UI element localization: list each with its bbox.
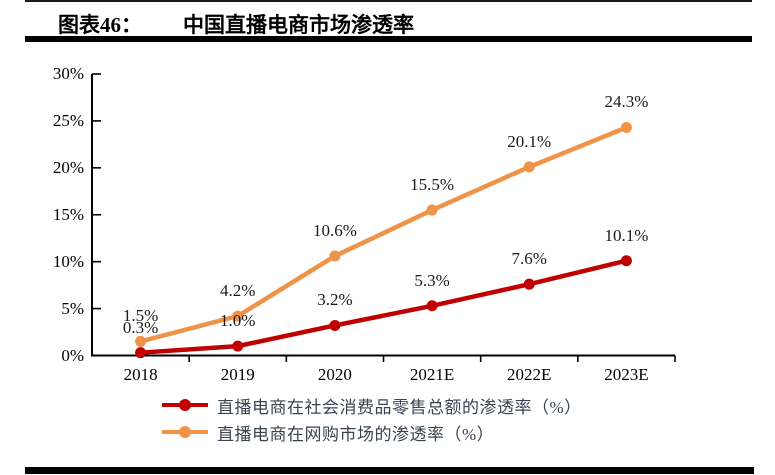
data-point: [620, 255, 632, 267]
figure-number-label: 图表46：: [58, 13, 142, 37]
data-point: [523, 278, 535, 290]
data-point: [426, 300, 438, 312]
legend-label: 直播电商在网购市场的渗透率（%）: [217, 424, 495, 444]
data-point: [523, 161, 535, 173]
figure-title: 中国直播电商市场渗透率: [183, 13, 414, 37]
x-tick-label: 2018: [123, 364, 158, 384]
data-point-label: 3.2%: [317, 290, 353, 310]
x-tick-label: 2023E: [604, 364, 649, 384]
legend-item-retail-penetration: 直播电商在社会消费品零售总额的渗透率（%）: [162, 394, 582, 417]
data-point-label: 10.1%: [604, 225, 649, 245]
series-line-0: [138, 258, 629, 355]
x-tick-label: 2021E: [409, 364, 455, 384]
y-tick-label: 0%: [61, 345, 84, 365]
data-point-label: 1.5%: [122, 306, 159, 326]
data-point: [232, 340, 244, 352]
data-point-label: 20.1%: [507, 131, 552, 151]
data-point: [329, 319, 341, 331]
data-point: [426, 204, 438, 216]
y-tick-label: 15%: [52, 204, 84, 224]
legend-dot-icon: [179, 426, 191, 438]
legend-item-online-penetration: 直播电商在网购市场的渗透率（%）: [162, 421, 582, 444]
data-point: [620, 121, 632, 133]
legend-line-marker-red: [162, 399, 208, 411]
legend-label: 直播电商在社会消费品零售总额的渗透率（%）: [217, 397, 582, 417]
data-point: [135, 347, 147, 359]
top-divider: [25, 0, 752, 2]
bottom-divider: [25, 467, 754, 474]
chart-legend: 直播电商在社会消费品零售总额的渗透率（%） 直播电商在网购市场的渗透率（%）: [162, 394, 582, 448]
data-point: [232, 310, 244, 322]
data-point-label: 4.2%: [220, 281, 256, 301]
data-point-label: 0.3%: [122, 317, 159, 337]
y-tick-label: 20%: [52, 157, 84, 177]
data-point: [135, 335, 147, 347]
header-divider: [25, 36, 752, 42]
data-point-label: 1.0%: [220, 311, 256, 331]
x-tick-label: 2020: [317, 364, 352, 384]
data-point-label: 24.3%: [604, 92, 649, 112]
data-point-label: 15.5%: [410, 175, 455, 195]
data-point-label: 7.6%: [511, 249, 547, 269]
y-tick-label: 25%: [52, 110, 84, 130]
legend-line-marker-orange: [162, 426, 208, 438]
x-tick-label: 2019: [220, 364, 255, 384]
data-point-label: 10.6%: [312, 221, 357, 241]
series-line-1: [138, 125, 629, 344]
legend-dot-icon: [179, 399, 191, 411]
x-tick-label: 2022E: [507, 364, 552, 384]
y-tick-label: 5%: [61, 298, 84, 318]
data-point: [329, 250, 341, 262]
y-tick-label: 10%: [52, 251, 84, 271]
data-point-label: 5.3%: [414, 270, 450, 290]
y-tick-label: 30%: [52, 64, 84, 83]
